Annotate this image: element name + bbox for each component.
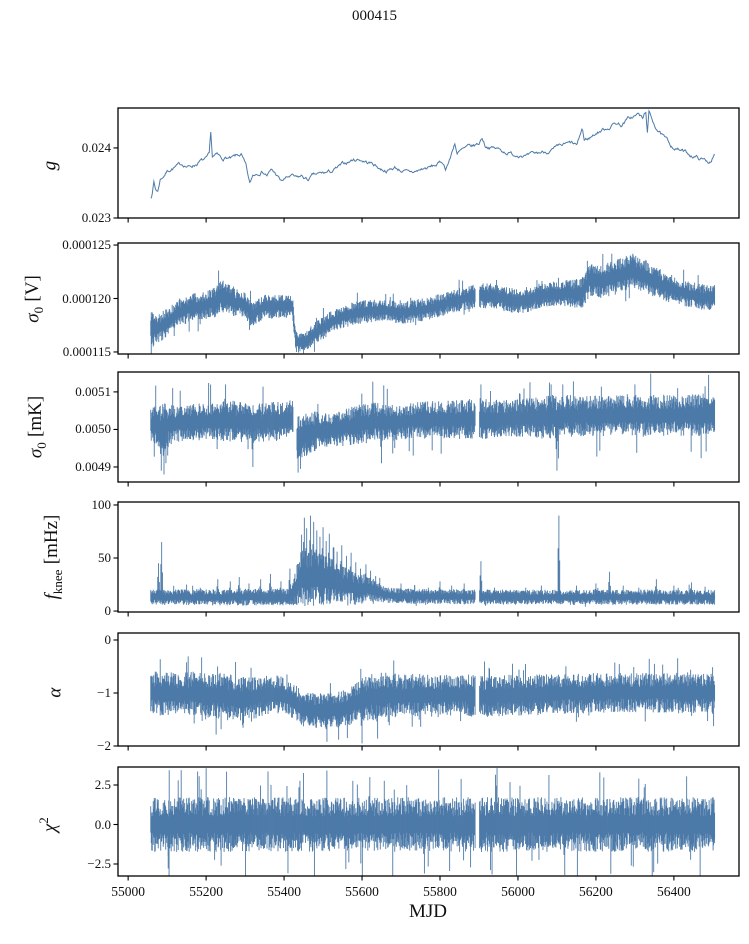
x-tick-label: 55800	[423, 884, 457, 899]
y-tick-label: 0.0	[94, 816, 111, 832]
y-axis-label-sigma0-mk: σ0[mK]	[25, 395, 50, 459]
y-tick-label: 100	[91, 496, 112, 512]
x-tick-label: 56000	[501, 884, 535, 899]
x-tick-label: 55200	[189, 884, 223, 899]
y-tick-label: 0.0049	[75, 458, 111, 474]
x-tick-label: 55600	[345, 884, 379, 899]
figure-title: 000415	[352, 8, 397, 24]
y-tick-label: 0.023	[81, 210, 111, 225]
y-tick-label: 0	[104, 603, 112, 619]
y-tick-label: 0	[104, 631, 112, 647]
y-tick-label: 0.0050	[75, 421, 111, 437]
y-axis-label-chi2: χ2	[35, 816, 61, 832]
y-tick-label: 0.024	[81, 139, 111, 155]
y-tick-label: 2.5	[94, 777, 111, 792]
y-axis-label-sigma0-v: σ0[V]	[22, 274, 47, 323]
y-tick-label: 0.000115	[62, 343, 111, 359]
y-tick-label: 0.000125	[62, 237, 111, 253]
y-axis-label-g: g	[39, 160, 61, 171]
x-tick-label: 55000	[111, 884, 145, 899]
y-tick-label: 0.0051	[75, 383, 111, 399]
x-tick-label: 55400	[267, 884, 301, 899]
y-tick-label: 50	[98, 550, 111, 565]
y-tick-label: 0.000120	[62, 290, 111, 306]
y-axis-label-fknee: fknee[mHz]	[41, 514, 66, 600]
y-tick-label: −2	[97, 738, 111, 753]
x-tick-label: 56200	[579, 884, 613, 899]
y-tick-label: −2.5	[87, 855, 111, 871]
x-axis-label: MJD	[408, 901, 448, 922]
y-tick-label: −1	[97, 684, 111, 700]
x-tick-label: 56400	[657, 884, 691, 899]
y-axis-label-alpha: α	[44, 687, 66, 698]
